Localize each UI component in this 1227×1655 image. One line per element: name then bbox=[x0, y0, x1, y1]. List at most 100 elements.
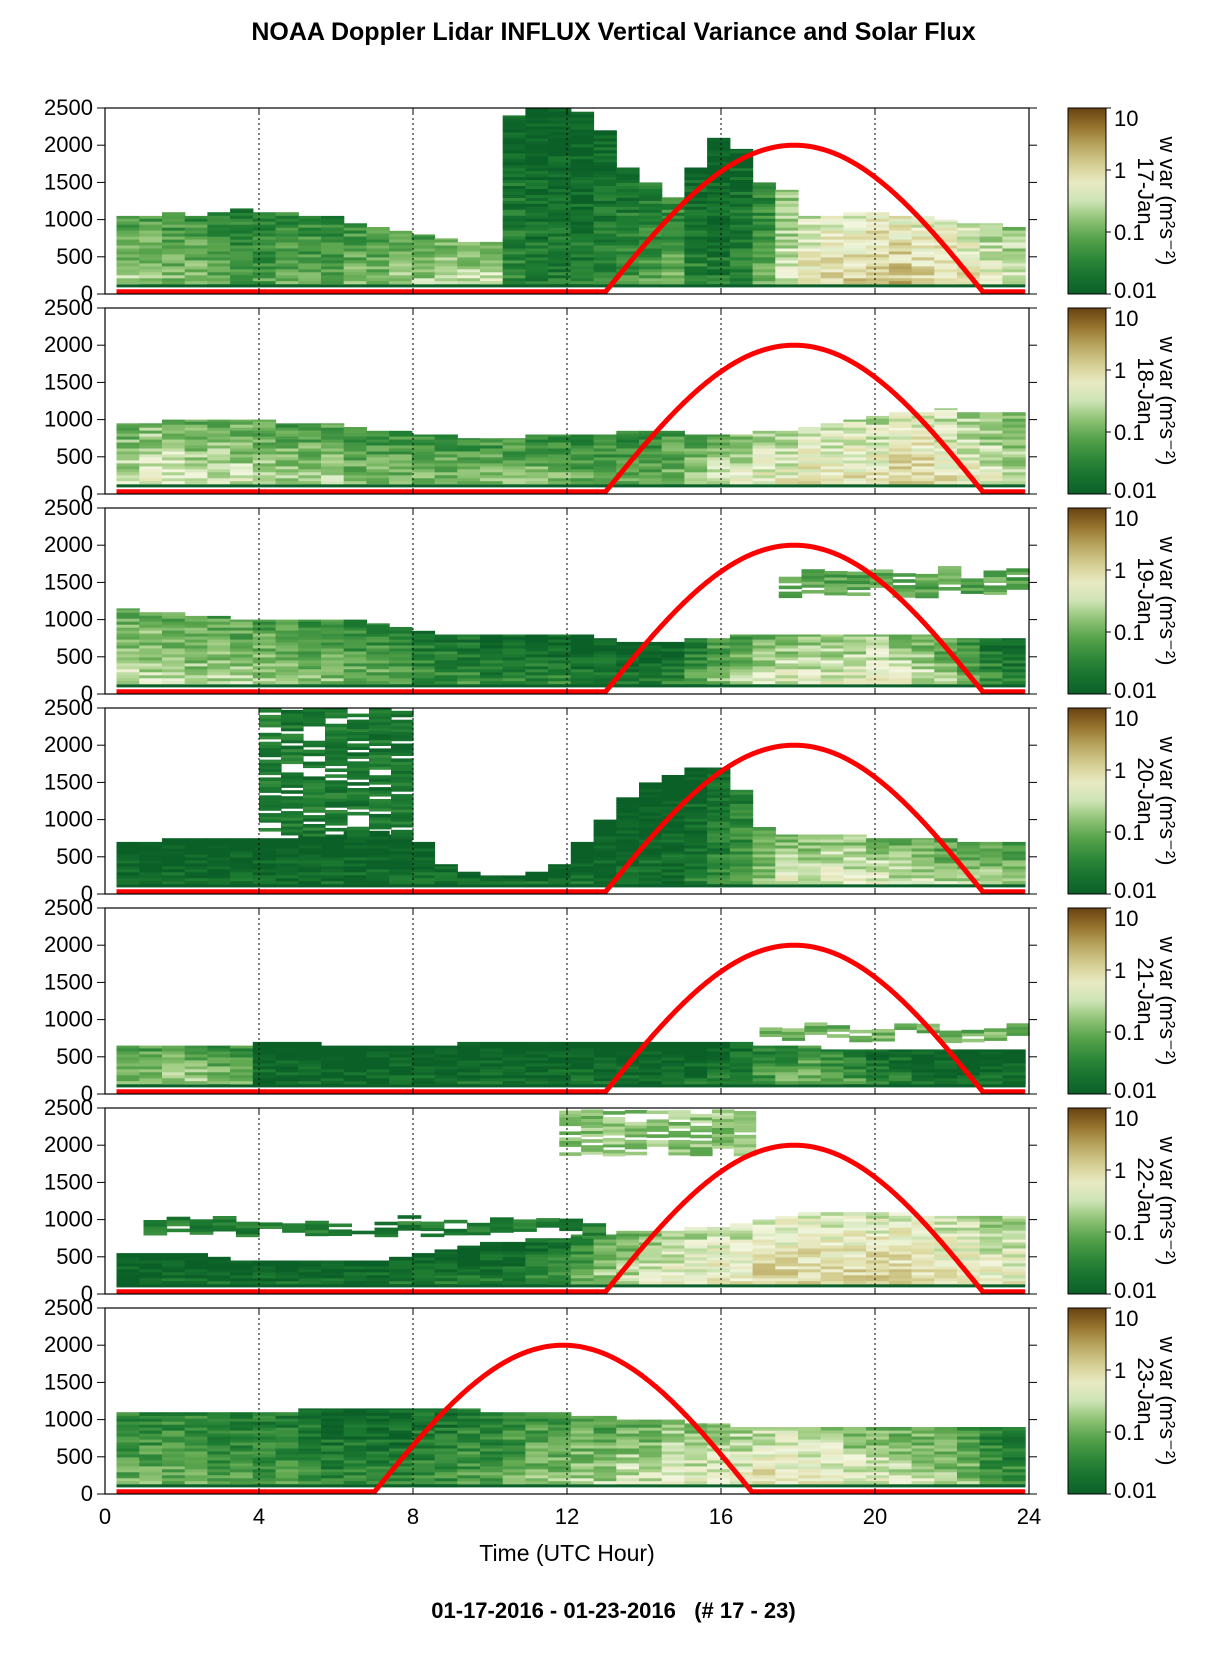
heatmap-cell bbox=[957, 238, 981, 243]
heatmap-cell bbox=[570, 259, 595, 264]
heatmap-cell bbox=[752, 1077, 776, 1082]
heatmap-cell bbox=[162, 1271, 186, 1276]
heatmap-cell bbox=[343, 859, 367, 864]
heatmap-cell bbox=[548, 259, 572, 264]
heatmap-cell bbox=[684, 1059, 708, 1064]
heatmap-cell bbox=[707, 1056, 731, 1061]
heatmap-cell bbox=[938, 575, 962, 579]
heatmap-cell bbox=[593, 830, 617, 834]
heatmap-cell bbox=[457, 1274, 481, 1279]
heatmap-cell bbox=[911, 253, 935, 258]
heatmap-cell bbox=[616, 215, 640, 219]
heatmap-cell bbox=[843, 677, 867, 682]
heatmap-cell bbox=[684, 206, 708, 210]
heatmap-cell bbox=[979, 250, 1003, 255]
heatmap-cell bbox=[162, 419, 186, 422]
heatmap-cell bbox=[843, 862, 867, 867]
heatmap-cell bbox=[888, 247, 913, 252]
heatmap-cell bbox=[843, 480, 867, 485]
heatmap-cell bbox=[570, 215, 595, 219]
heatmap-cell bbox=[369, 763, 392, 767]
heatmap-cell bbox=[979, 1049, 1003, 1052]
heatmap-cell bbox=[207, 259, 231, 264]
heatmap-cell bbox=[139, 868, 163, 873]
heatmap-cell bbox=[866, 1050, 890, 1055]
heatmap-cell bbox=[162, 250, 186, 255]
heatmap-cell bbox=[162, 277, 186, 282]
heatmap-cell bbox=[162, 838, 186, 843]
heatmap-cell bbox=[369, 778, 392, 782]
heatmap-cell bbox=[343, 465, 367, 470]
heatmap-cell bbox=[502, 152, 526, 157]
heatmap-cell bbox=[661, 471, 685, 476]
heatmap-cell bbox=[369, 807, 392, 812]
heatmap-cell bbox=[411, 268, 436, 273]
heatmap-cell bbox=[207, 1080, 231, 1085]
heatmap-cell bbox=[775, 444, 799, 449]
heatmap-cell bbox=[593, 1071, 617, 1076]
heatmap-cell bbox=[684, 241, 708, 246]
heatmap-cell bbox=[434, 480, 458, 485]
heatmap-cell bbox=[252, 677, 277, 682]
heatmap-cell bbox=[434, 668, 458, 673]
y-tick-label: 1500 bbox=[44, 969, 93, 994]
heatmap-cell bbox=[275, 236, 299, 240]
heatmap-cell bbox=[911, 265, 935, 270]
heatmap-cell bbox=[752, 671, 776, 676]
heatmap-cell bbox=[729, 853, 754, 858]
heatmap-cell bbox=[207, 647, 231, 652]
heatmap-cell bbox=[729, 236, 754, 240]
heatmap-cell bbox=[616, 1250, 640, 1255]
heatmap-cell bbox=[570, 1244, 595, 1249]
heatmap-cell bbox=[866, 277, 890, 282]
heatmap-cell bbox=[411, 680, 436, 685]
heatmap-cell bbox=[934, 874, 958, 879]
heatmap-cell bbox=[934, 671, 958, 676]
heatmap-cell bbox=[707, 268, 731, 273]
heatmap-cell bbox=[457, 1253, 481, 1258]
heatmap-cell bbox=[116, 436, 140, 440]
heatmap-cell bbox=[434, 244, 458, 249]
heatmap-cell bbox=[866, 253, 890, 258]
heatmap-cell bbox=[911, 438, 935, 443]
heatmap-cell bbox=[847, 583, 871, 588]
heatmap-cell bbox=[434, 1250, 458, 1255]
y-tick-label: 1500 bbox=[44, 369, 93, 394]
heatmap-cell bbox=[434, 659, 458, 664]
heatmap-cell bbox=[639, 262, 663, 267]
heatmap-cell bbox=[389, 268, 413, 273]
heatmap-cell bbox=[434, 1277, 458, 1282]
heatmap-cell bbox=[616, 274, 640, 279]
heatmap-cell bbox=[230, 277, 254, 282]
heatmap-cell bbox=[389, 471, 413, 476]
heatmap-cell bbox=[321, 450, 345, 455]
heatmap-cell bbox=[480, 1068, 504, 1073]
heatmap-cell bbox=[275, 653, 299, 658]
heatmap-cell bbox=[366, 1268, 390, 1273]
heatmap-cell bbox=[252, 250, 277, 255]
heatmap-cell bbox=[729, 227, 754, 231]
heatmap-cell bbox=[661, 838, 685, 843]
heatmap-cell bbox=[548, 1068, 572, 1073]
heatmap-cell bbox=[366, 456, 390, 461]
heatmap-cell bbox=[391, 829, 414, 834]
heatmap-cell bbox=[366, 1059, 390, 1064]
heatmap-cell bbox=[934, 1056, 958, 1061]
heatmap-cell bbox=[616, 224, 640, 228]
heatmap-cell bbox=[434, 1045, 458, 1049]
heatmap-cell bbox=[184, 1262, 208, 1267]
heatmap-cell bbox=[707, 641, 731, 646]
heatmap-cell bbox=[325, 738, 348, 743]
heatmap-cell bbox=[457, 259, 481, 264]
heatmap-cell bbox=[684, 785, 708, 789]
heatmap-cell bbox=[639, 662, 663, 667]
heatmap-cell bbox=[457, 671, 481, 676]
heatmap-cell bbox=[321, 447, 345, 452]
heatmap-cell bbox=[139, 438, 163, 443]
heatmap-cell bbox=[593, 203, 617, 207]
heatmap-cell bbox=[979, 247, 1003, 252]
heatmap-cell bbox=[979, 844, 1003, 849]
heatmap-cell bbox=[548, 164, 572, 169]
heatmap-cell bbox=[979, 656, 1003, 661]
heatmap-cell bbox=[570, 853, 595, 858]
